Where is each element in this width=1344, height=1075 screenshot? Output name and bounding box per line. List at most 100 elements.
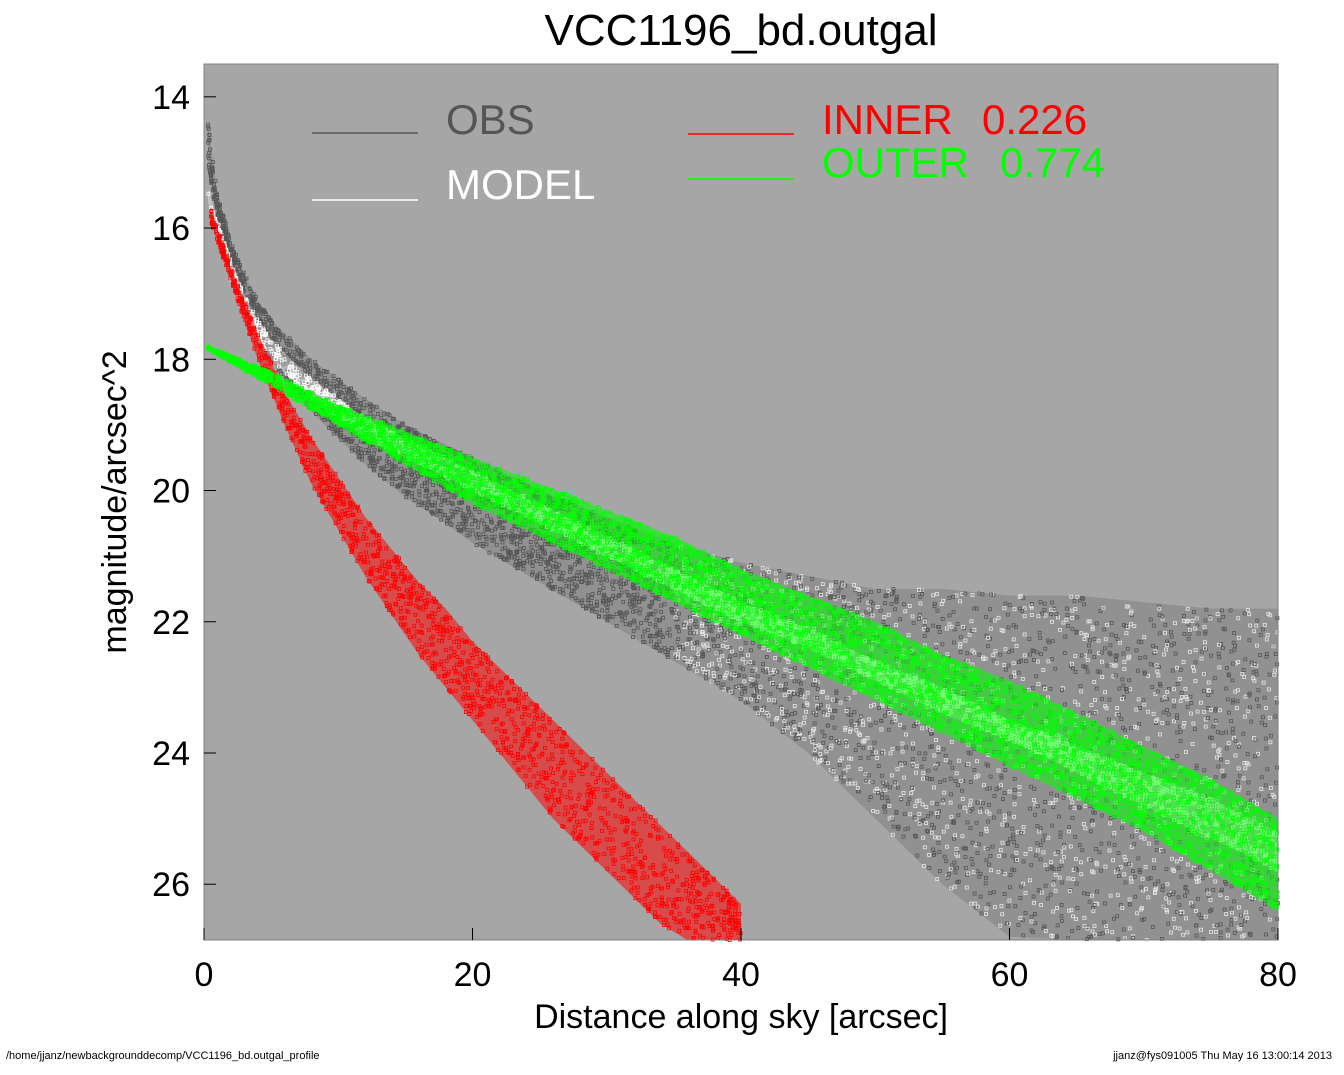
series-obs-point xyxy=(755,674,760,679)
series-obs-point xyxy=(1123,728,1127,733)
series-obs-point xyxy=(1073,670,1078,674)
series-obs-point xyxy=(1023,911,1028,915)
series-obs-point xyxy=(498,555,503,560)
series-obs-point xyxy=(1140,876,1145,881)
series-obs-point xyxy=(1243,714,1247,719)
series-obs-point xyxy=(1256,704,1261,709)
series-obs-point xyxy=(888,785,892,790)
series-obs-point xyxy=(917,821,922,826)
series-obs-point xyxy=(815,586,819,591)
series-obs-point xyxy=(494,542,499,547)
chart-title: VCC1196_bd.outgal xyxy=(544,6,938,55)
series-obs-point xyxy=(953,779,958,783)
series-obs-point xyxy=(584,578,588,583)
series-obs-point xyxy=(845,603,850,608)
series-obs-point xyxy=(1134,707,1139,712)
series-obs-point xyxy=(358,447,363,451)
series-obs-point xyxy=(837,763,842,767)
series-obs-point xyxy=(749,648,753,653)
series-obs-point xyxy=(1189,701,1194,705)
series-obs-point xyxy=(1218,930,1223,935)
series-obs-point xyxy=(379,416,384,421)
series-obs-point xyxy=(975,759,979,764)
series-obs-point xyxy=(1041,668,1046,672)
series-obs-point xyxy=(1076,926,1081,930)
series-obs-point xyxy=(943,758,948,762)
series-obs-point xyxy=(1001,797,1005,801)
series-obs-point xyxy=(1043,646,1048,651)
series-obs-point xyxy=(712,644,716,649)
series-obs-point xyxy=(870,752,875,756)
series-obs-point xyxy=(1046,835,1051,840)
series-obs-point xyxy=(1246,709,1251,714)
series-obs-point xyxy=(1199,700,1203,705)
series-obs-point xyxy=(867,717,872,722)
series-obs-point xyxy=(307,358,312,363)
series-obs-point xyxy=(762,705,766,710)
series-obs-point xyxy=(1193,679,1198,683)
series-obs-point xyxy=(629,605,634,609)
series-obs-point xyxy=(1151,623,1156,628)
series-obs-point xyxy=(907,604,912,608)
series-obs-point xyxy=(799,586,804,591)
series-obs-point xyxy=(383,469,388,474)
series-obs-point xyxy=(571,554,575,559)
series-obs-point xyxy=(1060,688,1064,693)
series-obs-point xyxy=(480,518,485,523)
series-obs-point xyxy=(818,752,823,756)
series-obs-point xyxy=(663,650,668,654)
series-obs-point xyxy=(327,385,332,389)
series-obs-point xyxy=(701,653,706,658)
series-obs-point xyxy=(820,758,824,762)
series-obs-point xyxy=(659,648,664,652)
series-obs-point xyxy=(956,879,961,884)
series-obs-point xyxy=(947,596,952,600)
series-obs-point xyxy=(210,160,215,165)
series-obs-point xyxy=(926,814,930,819)
series-obs-point xyxy=(1089,819,1094,823)
series-obs-point xyxy=(1006,663,1011,668)
series-obs-point xyxy=(590,592,595,596)
series-obs-point xyxy=(1042,924,1047,929)
series-obs-point xyxy=(1179,874,1184,879)
series-obs-point xyxy=(1209,653,1213,658)
series-obs-point xyxy=(534,539,538,544)
series-obs-point xyxy=(1224,912,1228,916)
series-obs-point xyxy=(1075,906,1080,910)
series-obs-point xyxy=(1074,881,1079,886)
series-obs-point xyxy=(1103,690,1107,695)
series-layer xyxy=(206,122,1280,942)
series-obs-point xyxy=(1241,776,1246,781)
series-obs-point xyxy=(872,740,877,745)
series-obs-point xyxy=(1055,793,1059,798)
series-obs-point xyxy=(1070,627,1075,632)
series-obs-point xyxy=(792,724,797,729)
series-obs-point xyxy=(561,571,566,575)
series-obs-point xyxy=(1127,678,1131,683)
series-obs-point xyxy=(1227,673,1231,678)
series-obs-point xyxy=(382,419,387,424)
series-obs-point xyxy=(1137,722,1142,727)
series-obs-point xyxy=(1023,852,1028,856)
series-obs-point xyxy=(1140,918,1144,922)
series-obs-point xyxy=(1022,606,1027,611)
series-obs-point xyxy=(804,709,808,714)
series-obs-point xyxy=(1020,677,1025,681)
series-obs-point xyxy=(417,499,422,504)
series-obs-point xyxy=(1161,904,1166,909)
series-obs-point xyxy=(1219,731,1224,736)
series-obs-point xyxy=(684,620,689,625)
series-obs-point xyxy=(435,512,440,517)
series-obs-point xyxy=(1041,850,1046,855)
series-obs-point xyxy=(1218,708,1222,713)
series-obs-point xyxy=(312,377,317,382)
series-obs-point xyxy=(834,691,839,695)
series-obs-point xyxy=(830,715,835,720)
series-obs-point xyxy=(535,543,540,548)
series-obs-point xyxy=(646,628,650,632)
series-obs-point xyxy=(999,773,1004,778)
series-obs-point xyxy=(868,780,873,785)
series-obs-point xyxy=(417,489,422,494)
series-obs-point xyxy=(928,745,933,750)
